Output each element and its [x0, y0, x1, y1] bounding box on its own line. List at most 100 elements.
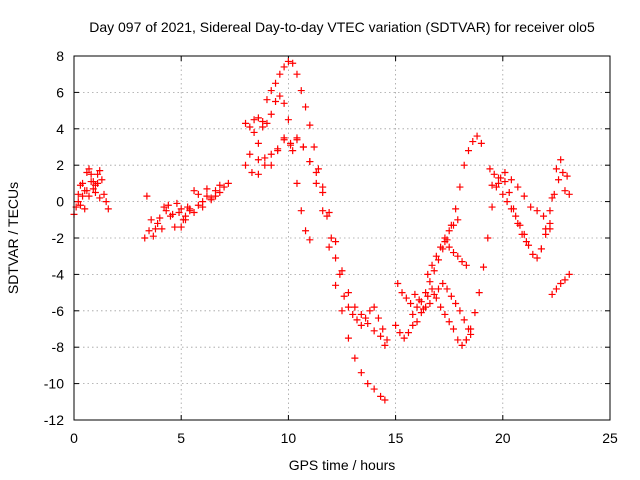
data-point — [522, 238, 530, 246]
data-point — [488, 181, 496, 189]
data-point — [458, 258, 466, 266]
data-point — [561, 276, 569, 284]
data-point — [104, 205, 112, 213]
data-point — [563, 172, 571, 180]
data-point — [377, 392, 385, 400]
data-point — [297, 207, 305, 215]
data-point — [486, 165, 494, 173]
data-point — [469, 138, 477, 146]
y-tick-label: -6 — [52, 303, 65, 319]
data-point — [501, 168, 509, 176]
data-point — [297, 87, 305, 95]
data-point — [332, 238, 340, 246]
data-point — [154, 219, 162, 227]
data-point — [76, 201, 84, 209]
data-point — [452, 205, 460, 213]
y-tick-label: -4 — [52, 266, 65, 282]
data-point — [456, 307, 464, 315]
data-point — [173, 199, 181, 207]
data-point — [145, 227, 153, 235]
data-point — [449, 221, 457, 229]
data-point — [396, 329, 404, 337]
data-point — [242, 161, 250, 169]
data-point — [505, 189, 513, 196]
data-point — [267, 87, 275, 95]
data-point — [314, 165, 322, 173]
data-point — [428, 285, 436, 293]
data-point — [366, 307, 374, 315]
data-point — [402, 294, 410, 302]
data-point — [454, 216, 462, 224]
data-point — [325, 209, 333, 217]
data-point — [422, 303, 430, 311]
y-tick-label: 0 — [56, 194, 64, 210]
data-point — [267, 150, 275, 158]
y-tick-label: 8 — [56, 48, 64, 64]
data-point — [473, 132, 481, 140]
data-point — [79, 192, 87, 200]
data-point — [546, 207, 554, 215]
data-point — [143, 192, 151, 200]
data-point — [156, 214, 164, 222]
data-point — [87, 178, 95, 186]
data-point — [261, 154, 269, 162]
data-point — [306, 236, 314, 244]
data-point — [267, 161, 275, 169]
data-point — [548, 290, 556, 298]
data-point — [471, 309, 479, 317]
data-point — [550, 190, 558, 198]
data-point — [162, 207, 170, 215]
data-point — [344, 289, 352, 297]
data-point — [194, 190, 202, 198]
y-tick-label: -2 — [52, 230, 65, 246]
data-point — [462, 336, 470, 344]
data-point — [542, 225, 550, 233]
data-point — [310, 143, 318, 151]
data-point — [362, 314, 370, 322]
data-point — [424, 292, 432, 300]
data-point — [434, 256, 442, 264]
data-point — [74, 190, 82, 198]
data-point — [477, 139, 485, 147]
data-point — [507, 176, 515, 184]
data-point — [85, 192, 93, 200]
x-tick-label: 15 — [388, 430, 404, 446]
data-point — [199, 203, 207, 211]
data-point — [181, 212, 189, 220]
data-point — [293, 134, 301, 142]
data-point — [259, 123, 267, 131]
data-point — [344, 334, 352, 342]
data-point — [276, 70, 284, 78]
y-tick-label: -8 — [52, 339, 65, 355]
data-point — [552, 285, 560, 293]
data-point — [565, 190, 573, 198]
data-point — [299, 143, 307, 151]
data-point — [467, 325, 475, 333]
data-point — [512, 212, 520, 220]
data-point — [398, 289, 406, 297]
data-point — [302, 103, 310, 111]
data-point — [276, 92, 284, 100]
data-point — [312, 168, 320, 176]
data-point — [280, 99, 288, 107]
data-point — [364, 320, 372, 328]
data-point — [428, 261, 436, 269]
data-point — [319, 207, 327, 215]
data-points — [70, 57, 573, 404]
data-point — [409, 310, 417, 318]
data-point — [327, 234, 335, 242]
data-point — [434, 285, 442, 293]
data-point — [83, 187, 91, 195]
data-point — [370, 303, 378, 311]
data-point — [349, 310, 357, 318]
data-point — [323, 212, 331, 220]
data-point — [394, 280, 402, 287]
data-point — [272, 79, 280, 87]
x-tick-label: 20 — [495, 430, 511, 446]
data-point — [94, 179, 102, 187]
data-point — [81, 205, 89, 213]
data-point — [454, 252, 462, 260]
data-point — [274, 147, 282, 155]
y-tick-label: 2 — [56, 157, 64, 173]
data-point — [552, 165, 560, 173]
